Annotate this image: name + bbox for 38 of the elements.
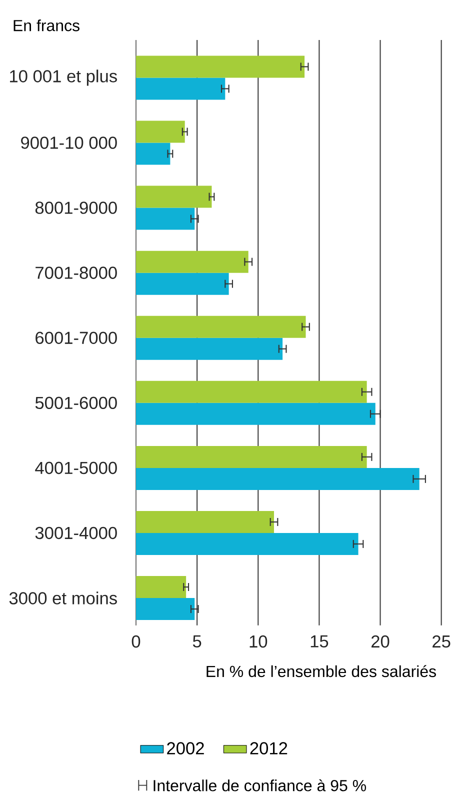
legend-label: 2002 (166, 742, 204, 754)
y-tick-label: 3001-4000 (35, 526, 117, 540)
y-tick-label: 5001-6000 (35, 396, 117, 410)
bar (136, 468, 420, 490)
bar (136, 532, 358, 555)
x-tick-label: 15 (310, 635, 328, 648)
x-tick-label: 25 (432, 635, 450, 648)
text: Intervalle de confiance à 95 % (154, 779, 366, 792)
x-axis-title: En % de l’ensemble des salariés (206, 665, 436, 678)
y-tick-label: 3000 et moins (9, 592, 117, 604)
bar (136, 338, 282, 360)
y-tick-label: 4001-5000 (34, 462, 117, 474)
bar (136, 142, 170, 165)
y-tick-label: 7001-8000 (35, 266, 117, 279)
bar (136, 208, 194, 230)
x-tick-label: 5 (192, 635, 201, 648)
legend-label: 2012 (250, 742, 287, 754)
bar (136, 56, 304, 78)
y-tick-label: 8001-9000 (35, 202, 117, 214)
bar (136, 272, 229, 295)
x-tick-label: 20 (371, 635, 390, 648)
bar (136, 78, 225, 100)
bar (136, 576, 186, 598)
bar (136, 380, 367, 403)
bar (136, 316, 306, 338)
y-axis-title: En francs (14, 19, 80, 32)
bar (136, 120, 185, 143)
x-tick-label: 10 (250, 635, 267, 648)
bar (136, 250, 248, 273)
bar (136, 510, 274, 533)
bar (136, 446, 367, 468)
y-tick-label: 9001-10 000 (20, 136, 117, 149)
bar (136, 402, 376, 425)
y-tick-label: 6001-7000 (35, 332, 117, 344)
bar (136, 186, 212, 208)
y-tick-label: 10 001 et plus (10, 70, 117, 86)
x-tick-label: 0 (132, 635, 140, 648)
bar (136, 598, 194, 620)
